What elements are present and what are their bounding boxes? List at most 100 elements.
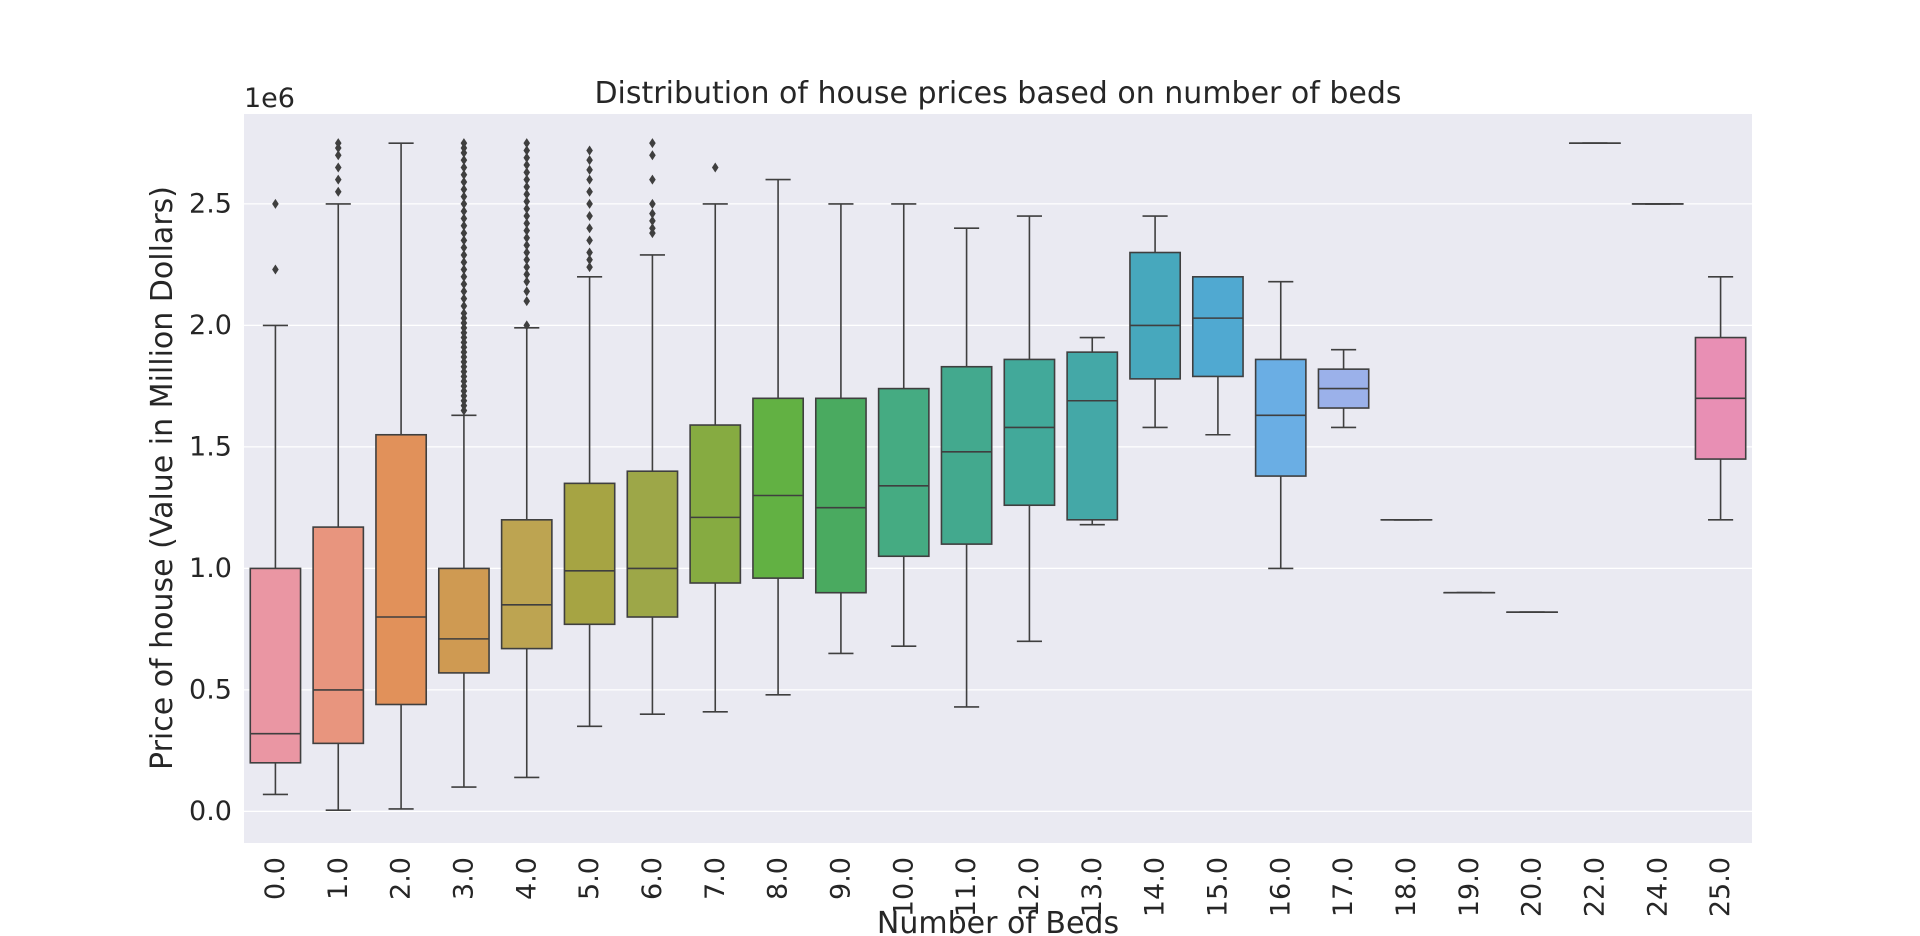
- outlier-point: [586, 262, 593, 273]
- y-tick-label: 0.0: [189, 796, 232, 827]
- outlier-point: [649, 198, 656, 209]
- outlier-point: [649, 223, 656, 234]
- box-body: [312, 526, 365, 745]
- outlier-point: [523, 203, 531, 214]
- box-16.0: [1254, 280, 1307, 570]
- outlier-point: [523, 160, 531, 171]
- x-tick-label: 17.0: [1328, 857, 1359, 917]
- y-tick-label: 0.5: [189, 674, 232, 705]
- x-tick-label: 10.0: [888, 857, 919, 917]
- outlier-point: [523, 167, 531, 178]
- box-7.0: [689, 162, 742, 713]
- chart-title: Distribution of house prices based on nu…: [594, 76, 1401, 111]
- box-body: [1129, 251, 1182, 380]
- outlier-point: [460, 242, 468, 253]
- outlier-point: [711, 162, 719, 173]
- y-axis-label: Price of house (Value in Million Dollars…: [145, 186, 180, 770]
- outlier-point: [334, 186, 342, 197]
- outlier-point: [334, 150, 342, 161]
- x-tick-label: 2.0: [386, 857, 417, 900]
- x-tick-label: 5.0: [574, 857, 605, 900]
- grid-lines: [244, 203, 1752, 813]
- x-tick-label: 20.0: [1517, 857, 1548, 917]
- outlier-point: [523, 138, 531, 149]
- box-body: [1254, 358, 1307, 477]
- y-tick-label: 2.0: [189, 310, 232, 341]
- box-13.0: [1066, 336, 1119, 526]
- box-17.0: [1317, 348, 1370, 429]
- x-tick-label: 1.0: [323, 857, 354, 900]
- outlier-point: [649, 174, 656, 185]
- outlier-point: [523, 225, 531, 236]
- outlier-point: [523, 174, 531, 185]
- outlier-point: [523, 240, 531, 251]
- outlier-point: [460, 235, 468, 246]
- box-8.0: [752, 178, 805, 696]
- box-body: [500, 519, 553, 650]
- outlier-point: [460, 249, 468, 260]
- x-tick-label: 12.0: [1014, 857, 1045, 917]
- outlier-point: [460, 271, 468, 282]
- box-10.0: [877, 203, 930, 647]
- outlier-point: [523, 232, 531, 243]
- outlier-point: [523, 218, 531, 229]
- outlier-point: [272, 264, 279, 275]
- outlier-point: [586, 174, 593, 185]
- box-body: [814, 397, 867, 594]
- x-tick-label: 3.0: [448, 857, 479, 900]
- y-offset-label: 1e6: [244, 83, 295, 114]
- box-11.0: [940, 227, 993, 708]
- box-5.0: [563, 145, 616, 728]
- box-body: [940, 365, 993, 545]
- outlier-point: [460, 138, 468, 149]
- outlier-point: [460, 198, 468, 209]
- x-tick-label: 4.0: [511, 857, 542, 900]
- outlier-point: [460, 308, 468, 319]
- outlier-point: [649, 208, 656, 219]
- outlier-point: [334, 162, 342, 173]
- outlier-point: [523, 296, 531, 307]
- outlier-point: [460, 257, 468, 268]
- outlier-point: [460, 264, 468, 275]
- box-body: [1191, 276, 1244, 378]
- outlier-point: [460, 220, 468, 231]
- plot-background: [244, 114, 1752, 843]
- outlier-point: [586, 235, 593, 246]
- x-tick-label: 7.0: [700, 857, 731, 900]
- box-0.0: [249, 198, 302, 796]
- x-axis-ticks: 0.0 1.0 2.0 3.0 4.0 5.0 6.0 7.0 8.0 9.0 10.0 11.0 12…: [260, 857, 1736, 917]
- box-body: [375, 433, 428, 706]
- outlier-point: [460, 213, 468, 224]
- outlier-point: [586, 145, 593, 156]
- outlier-point: [523, 286, 531, 297]
- outlier-point: [523, 211, 531, 222]
- outlier-point: [460, 169, 468, 180]
- box-body: [1066, 351, 1119, 521]
- outlier-point: [523, 276, 531, 287]
- x-tick-label: 9.0: [825, 857, 856, 900]
- outlier-point: [460, 300, 468, 311]
- box-body: [752, 397, 805, 579]
- x-tick-label: 24.0: [1642, 857, 1673, 917]
- box-14.0: [1129, 215, 1182, 429]
- x-tick-label: 8.0: [763, 857, 794, 900]
- box-6.0: [626, 138, 679, 716]
- box-2.0: [375, 142, 428, 810]
- outlier-point: [586, 223, 593, 234]
- outlier-point: [460, 286, 468, 297]
- box-body: [563, 482, 616, 626]
- box-body: [1003, 358, 1056, 507]
- box-1.0: [312, 138, 365, 811]
- outlier-point: [523, 262, 531, 273]
- outlier-point: [523, 196, 531, 207]
- x-tick-label: 18.0: [1391, 857, 1422, 917]
- outlier-point: [460, 293, 468, 304]
- outlier-point: [523, 254, 531, 265]
- y-tick-label: 1.0: [189, 553, 232, 584]
- outlier-point: [586, 247, 593, 258]
- box-12.0: [1003, 215, 1056, 643]
- outlier-point: [460, 155, 468, 166]
- x-tick-label: 19.0: [1454, 857, 1485, 917]
- outlier-point: [334, 174, 342, 185]
